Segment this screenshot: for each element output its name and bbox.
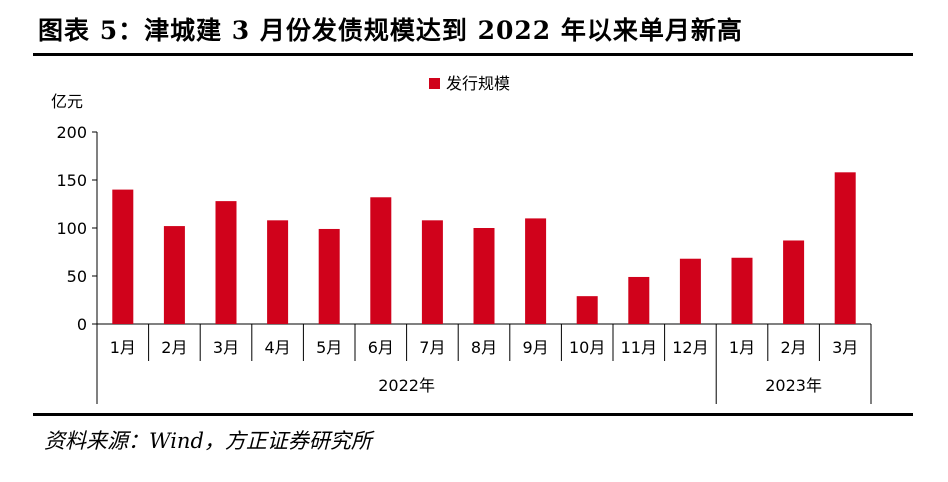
bar (783, 240, 805, 324)
bar (834, 172, 856, 324)
x-tick-label: 1月 (729, 338, 755, 357)
bar (267, 220, 289, 324)
bar (473, 228, 495, 324)
year-group-label: 2022年 (378, 376, 435, 395)
legend-swatch (429, 78, 440, 89)
x-tick-label: 11月 (621, 338, 657, 357)
y-tick-label: 150 (56, 171, 87, 190)
x-tick-label: 5月 (316, 338, 342, 357)
y-unit-label: 亿元 (51, 92, 83, 111)
x-tick-label: 8月 (471, 338, 497, 357)
y-tick-label: 50 (67, 267, 87, 286)
bar (525, 218, 547, 324)
year-group-label: 2023年 (765, 376, 822, 395)
y-tick-label: 0 (77, 315, 87, 334)
bar (370, 197, 392, 324)
bar (421, 220, 443, 324)
y-tick-label: 100 (56, 219, 87, 238)
figure-title: 图表 5：津城建 3 月份发债规模达到 2022 年以来单月新高 (38, 16, 743, 45)
x-tick-label: 3月 (832, 338, 858, 357)
x-tick-label: 2月 (161, 338, 187, 357)
bar (318, 228, 340, 324)
x-tick-label: 12月 (672, 338, 708, 357)
x-tick-label: 3月 (213, 338, 239, 357)
x-tick-label: 10月 (569, 338, 605, 357)
bar (731, 257, 753, 324)
x-tick-label: 1月 (110, 338, 136, 357)
y-tick-label: 200 (56, 123, 87, 142)
bar (576, 296, 598, 324)
x-tick-label: 9月 (523, 338, 549, 357)
x-tick-label: 7月 (419, 338, 445, 357)
x-tick-label: 4月 (265, 338, 291, 357)
bar (679, 258, 701, 324)
x-tick-label: 2月 (781, 338, 807, 357)
bar (112, 189, 134, 324)
bar (163, 226, 185, 324)
bar (215, 201, 237, 324)
bottom-rule (33, 413, 913, 416)
bar (628, 276, 650, 324)
source-note: 资料来源：Wind，方正证券研究所 (44, 429, 372, 453)
x-tick-label: 6月 (368, 338, 394, 357)
top-rule (33, 53, 913, 56)
legend-label: 发行规模 (446, 74, 510, 93)
